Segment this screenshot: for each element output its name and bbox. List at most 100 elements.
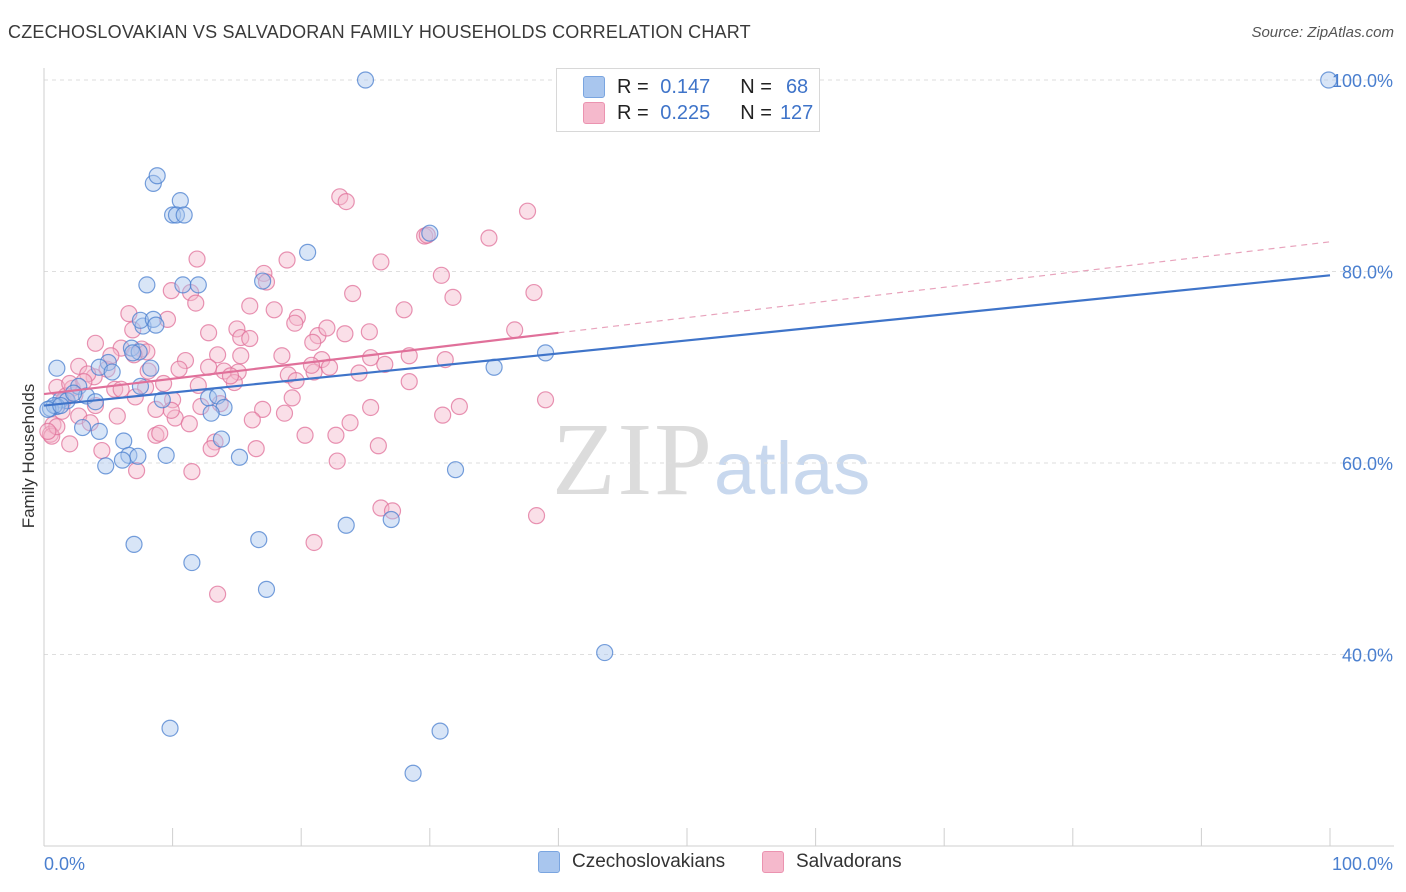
data-point — [171, 192, 189, 210]
data-point — [129, 447, 147, 465]
data-point — [382, 510, 400, 529]
data-point — [418, 226, 436, 244]
data-point — [209, 585, 227, 603]
data-point — [485, 358, 503, 376]
data-point — [243, 411, 261, 429]
trend-extension-salvadorans — [558, 241, 1331, 334]
data-point — [304, 333, 322, 351]
data-point — [400, 373, 418, 391]
data-point — [39, 422, 57, 441]
legend-swatch-pink — [583, 102, 605, 124]
data-point — [90, 358, 108, 376]
legend-r-value: 0.147 — [660, 75, 711, 98]
data-point — [142, 359, 160, 377]
data-point — [232, 328, 250, 347]
data-point — [189, 276, 207, 294]
data-point — [337, 193, 355, 211]
data-point — [383, 502, 402, 520]
data-point — [369, 437, 387, 455]
data-point — [283, 389, 301, 407]
data-point — [318, 319, 336, 337]
legend-r-value: 0.225 — [660, 101, 711, 124]
data-point — [273, 347, 291, 365]
series-legend-salvadorans[interactable]: Salvadorans — [762, 851, 902, 873]
data-point — [480, 229, 498, 247]
data-point — [175, 206, 193, 224]
data-point — [151, 424, 169, 442]
data-point — [305, 533, 323, 552]
data-point — [536, 391, 555, 409]
series-swatch-blue — [538, 851, 560, 873]
y-tick-label: 40.0% — [1342, 646, 1393, 666]
data-point — [183, 553, 201, 572]
watermark-zip: ZIP — [552, 402, 714, 517]
data-point — [125, 535, 143, 553]
data-point — [103, 363, 121, 381]
data-point — [138, 276, 156, 294]
data-point — [241, 297, 259, 315]
czechoslovakians-points — [39, 71, 1338, 782]
chart-title: CZECHOSLOVAKIAN VS SALVADORAN FAMILY HOU… — [8, 22, 751, 42]
data-point — [434, 406, 452, 424]
data-point — [52, 396, 70, 415]
x-tick-label: 0.0% — [44, 854, 85, 874]
data-point — [113, 451, 132, 469]
y-tick-labels: 40.0% 60.0% 80.0% 100.0% — [1332, 71, 1393, 666]
legend-r-label: R = — [617, 75, 649, 98]
data-point — [183, 463, 201, 481]
legend-n-label: N = — [740, 75, 772, 98]
data-point — [421, 224, 439, 242]
data-point — [127, 462, 146, 480]
data-point — [254, 272, 272, 290]
grid-lines — [44, 79, 1394, 655]
data-point — [241, 329, 259, 348]
trend-line-czechoslovakians — [43, 274, 1331, 407]
data-point — [73, 418, 92, 437]
trend-lines — [43, 241, 1331, 407]
data-point — [115, 432, 133, 450]
data-point — [230, 448, 249, 466]
series-legend-label: Salvadorans — [796, 851, 902, 872]
data-point — [48, 418, 66, 436]
data-point — [174, 276, 192, 294]
data-point — [432, 266, 450, 284]
data-point — [527, 507, 546, 525]
trend-line-salvadorans — [43, 331, 559, 396]
x-tick-label: 100.0% — [1332, 854, 1393, 874]
data-point — [131, 311, 150, 329]
series-legend-czechoslovakians[interactable]: Czechoslovakians — [538, 851, 725, 873]
series-legend-label: Czechoslovakians — [572, 851, 726, 872]
data-point — [296, 426, 314, 444]
legend-r-label: R = — [617, 101, 649, 124]
axes — [43, 68, 1394, 847]
data-point — [302, 356, 321, 374]
data-point — [176, 351, 195, 370]
data-point — [228, 320, 246, 338]
data-point — [344, 284, 362, 303]
data-point — [157, 446, 175, 464]
data-point — [153, 391, 171, 409]
source-label: Source: ZipAtlas.com — [1251, 24, 1394, 41]
data-point — [536, 344, 555, 362]
data-point — [446, 461, 465, 479]
data-point — [356, 71, 375, 89]
legend-swatch-blue — [583, 76, 605, 98]
y-tick-label: 60.0% — [1342, 454, 1393, 474]
data-point — [336, 325, 354, 343]
legend-n-value: 68 — [785, 75, 809, 98]
data-point — [341, 414, 359, 432]
data-point — [64, 384, 83, 402]
data-point — [86, 334, 105, 352]
data-point — [99, 353, 117, 372]
data-point — [362, 398, 380, 417]
data-point — [212, 430, 231, 448]
data-point — [48, 359, 66, 377]
data-point — [278, 251, 296, 269]
data-point — [328, 452, 346, 470]
y-tick-label: 100.0% — [1332, 71, 1393, 91]
x-tick-labels: 0.0% 100.0% — [44, 854, 1393, 874]
data-point — [200, 324, 218, 342]
data-point — [108, 407, 126, 425]
data-point — [506, 321, 524, 339]
